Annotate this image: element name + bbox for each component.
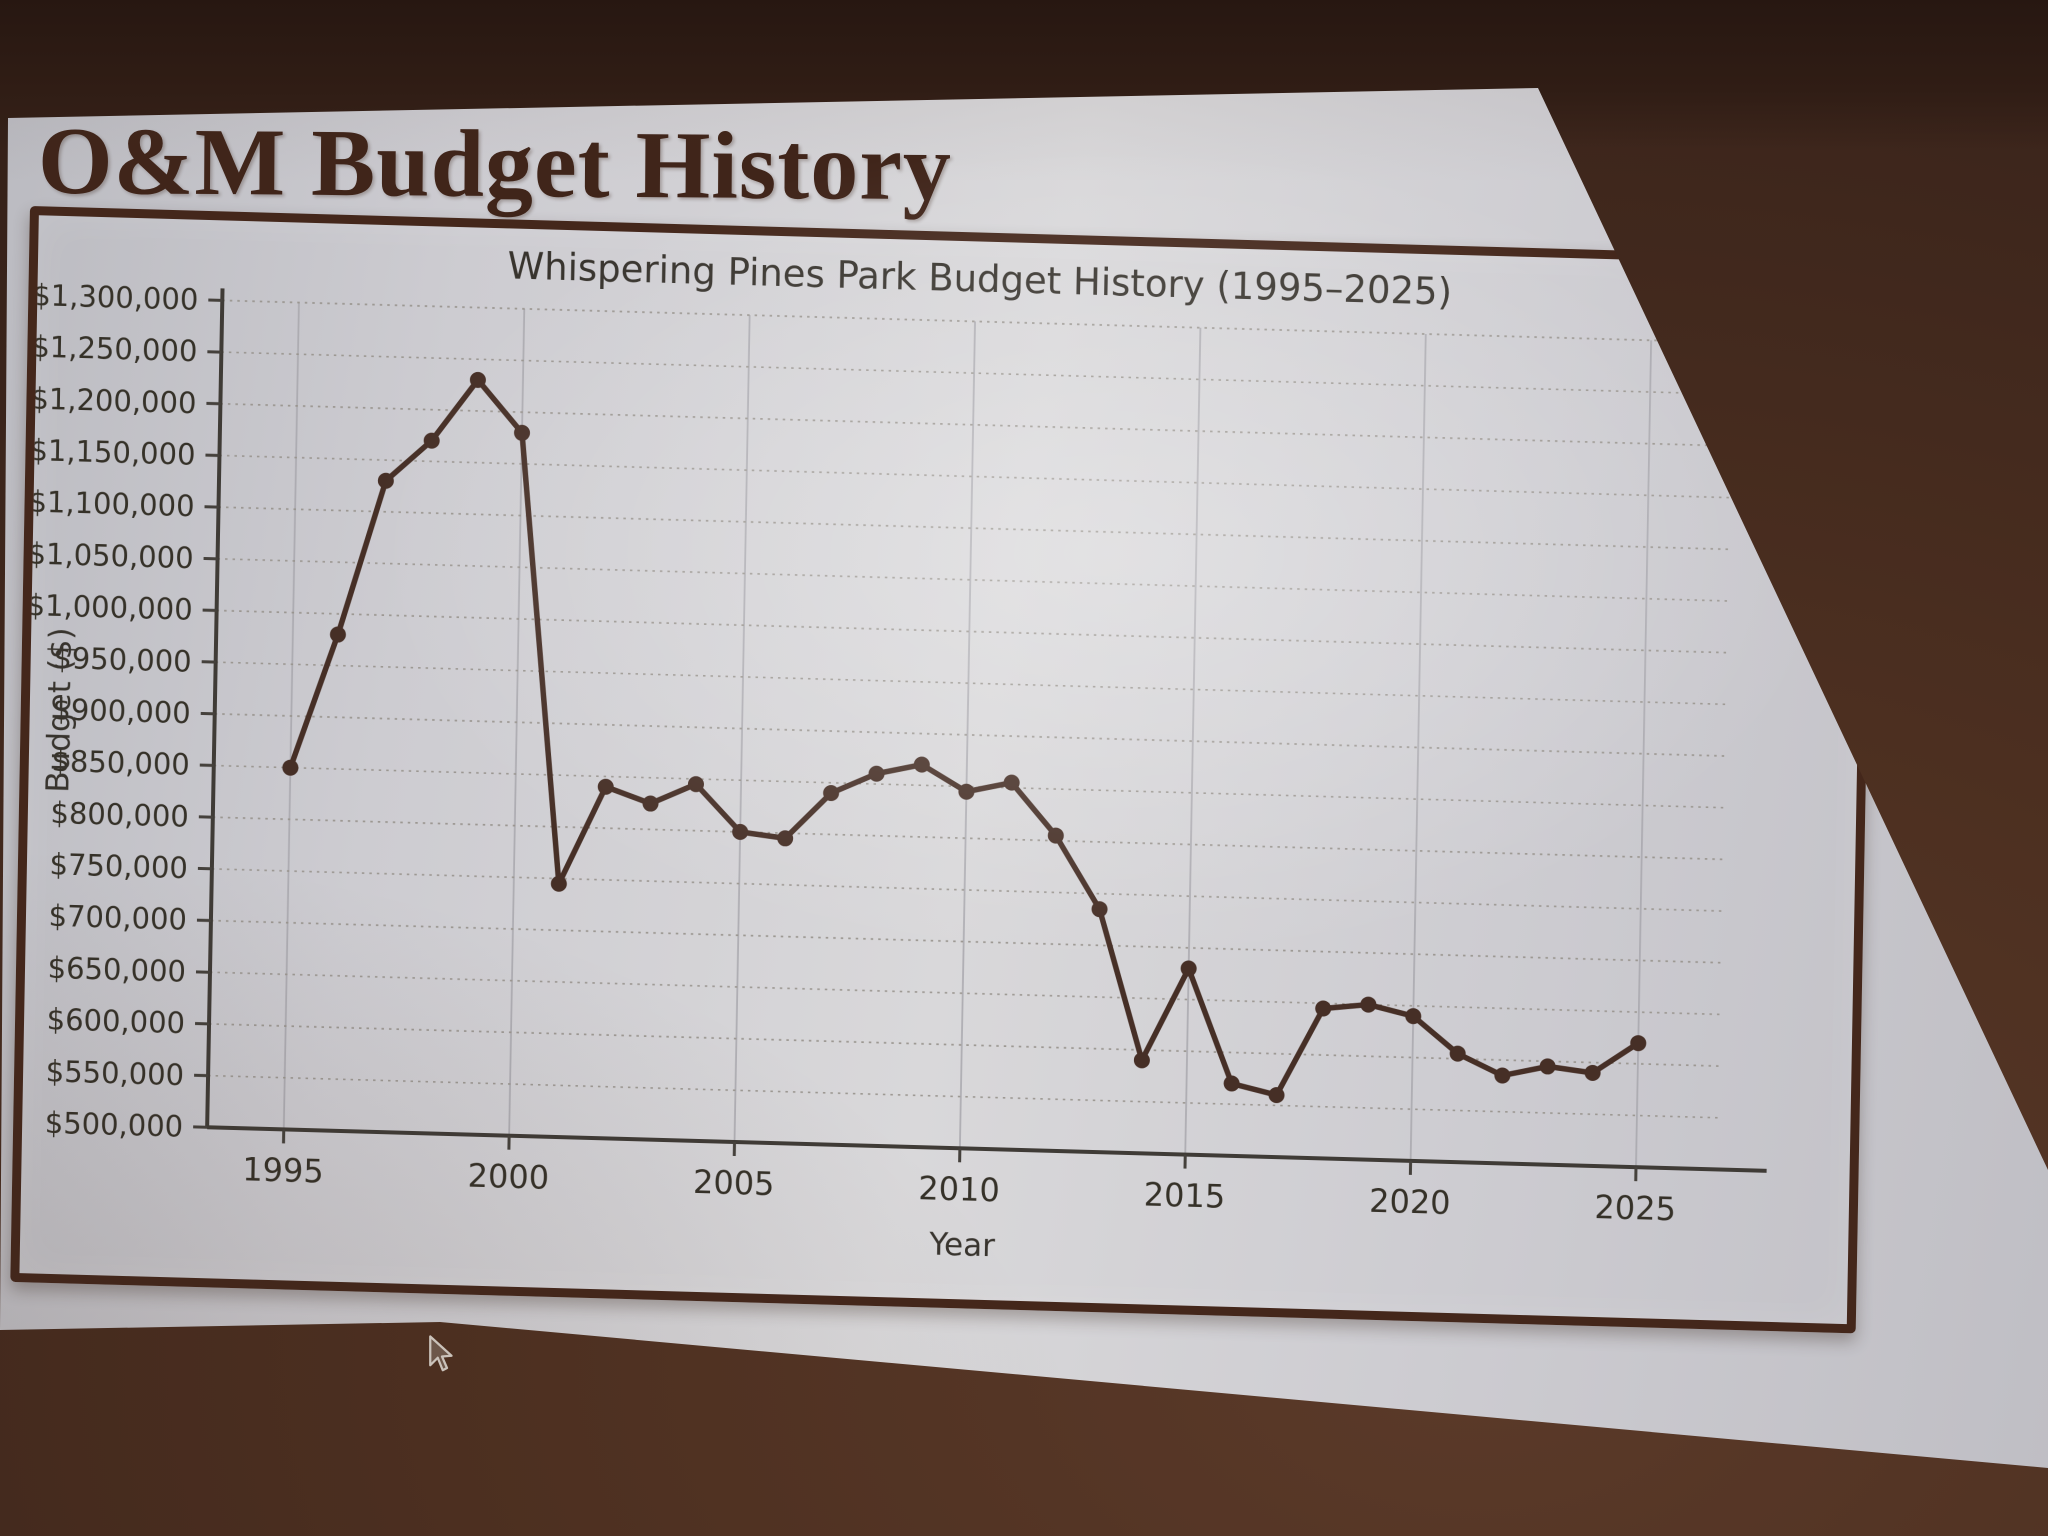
y-tick-label: $1,150,000	[29, 433, 196, 472]
data-point	[597, 778, 614, 795]
x-tick-label: 2000	[467, 1157, 549, 1197]
h-gridline	[220, 402, 1735, 447]
x-axis-label: Year	[928, 1226, 996, 1264]
y-tick-label: $550,000	[45, 1054, 184, 1092]
x-tick-label: 2010	[918, 1169, 1000, 1209]
h-gridline	[214, 712, 1730, 757]
y-tick-label: $650,000	[47, 951, 186, 989]
data-point	[1405, 1008, 1422, 1025]
data-point	[1133, 1052, 1150, 1069]
y-tick-label: $1,100,000	[28, 485, 195, 524]
y-tick-label: $1,050,000	[27, 536, 194, 575]
y-tick-label: $700,000	[48, 899, 187, 937]
data-point	[423, 432, 440, 449]
h-gridline	[209, 1023, 1724, 1068]
budget-line-chart: $500,000 $550,000 $600,000 $650,000 $700,000…	[26, 244, 1767, 1264]
h-gridline	[212, 816, 1728, 861]
x-tick-label: 1995	[242, 1150, 324, 1190]
axes: $500,000 $550,000 $600,000 $650,000 $700,000…	[26, 278, 1767, 1228]
h-gridline	[218, 506, 1734, 551]
y-axis-label: Budget ($)	[40, 627, 79, 793]
data-point	[913, 756, 930, 773]
data-point	[550, 875, 567, 892]
data-point	[469, 371, 486, 388]
h-gridline	[216, 609, 1732, 654]
mouse-cursor-icon	[429, 1335, 453, 1372]
data-point	[1449, 1045, 1466, 1062]
y-tick-label: $750,000	[49, 847, 188, 885]
h-gridline	[208, 1074, 1723, 1119]
h-gridline	[222, 299, 1737, 344]
h-gridline	[209, 971, 1725, 1016]
slide-heading: O&M Budget History	[37, 106, 953, 221]
data-point	[642, 795, 659, 812]
v-gridline	[1635, 340, 1653, 1168]
data-point	[1047, 827, 1064, 844]
y-tick-label: $900,000	[52, 692, 191, 730]
data-point	[687, 776, 704, 793]
data-point	[514, 424, 531, 441]
x-tick-label: 2005	[693, 1163, 775, 1203]
data-point	[1091, 901, 1108, 918]
h-gridline	[210, 919, 1726, 964]
x-axis-spine	[207, 1125, 1767, 1173]
data-point	[1268, 1087, 1285, 1104]
h-gridline	[211, 868, 1727, 913]
data-point	[868, 765, 885, 782]
data-point	[329, 626, 346, 643]
v-gridline	[958, 321, 976, 1149]
x-tick-label: 2015	[1143, 1175, 1225, 1215]
data-point	[1315, 1000, 1332, 1017]
chart-panel: $500,000 $550,000 $600,000 $650,000 $700,000…	[10, 206, 1876, 1334]
data-point	[377, 472, 394, 489]
v-gridline	[733, 315, 751, 1143]
gridlines	[208, 299, 1737, 1168]
y-tick-label: $1,250,000	[31, 330, 198, 369]
y-tick-label: $1,000,000	[26, 588, 193, 627]
data-point	[732, 823, 749, 840]
data-point	[823, 785, 840, 802]
data-point	[958, 783, 975, 800]
h-gridline	[221, 351, 1736, 396]
data-point	[777, 830, 794, 847]
y-tick-label: $950,000	[53, 641, 192, 679]
data-point	[1584, 1064, 1601, 1081]
budget-series	[282, 371, 1647, 1104]
y-tick-label: $500,000	[45, 1106, 184, 1144]
data-point	[1223, 1075, 1240, 1092]
data-point	[1630, 1035, 1647, 1052]
h-gridline	[215, 661, 1731, 706]
data-point	[282, 759, 299, 776]
h-gridline	[217, 557, 1733, 602]
chart-title: Whispering Pines Park Budget History (19…	[507, 244, 1452, 313]
data-point	[1360, 996, 1377, 1013]
h-gridline	[219, 454, 1734, 499]
y-tick-label: $600,000	[46, 1002, 185, 1040]
y-axis-spine	[205, 288, 225, 1128]
data-point	[1180, 960, 1197, 977]
data-point	[1494, 1067, 1511, 1084]
v-gridline	[1184, 327, 1202, 1155]
y-tick-label: $1,300,000	[32, 278, 199, 317]
y-tick-label: $850,000	[51, 744, 190, 782]
y-tick-label: $800,000	[50, 796, 189, 834]
data-point	[1539, 1058, 1556, 1075]
y-tick-label: $1,200,000	[30, 381, 197, 420]
x-tick-label: 2025	[1594, 1188, 1676, 1228]
data-point	[1003, 774, 1020, 791]
x-tick-label: 2020	[1369, 1182, 1451, 1222]
